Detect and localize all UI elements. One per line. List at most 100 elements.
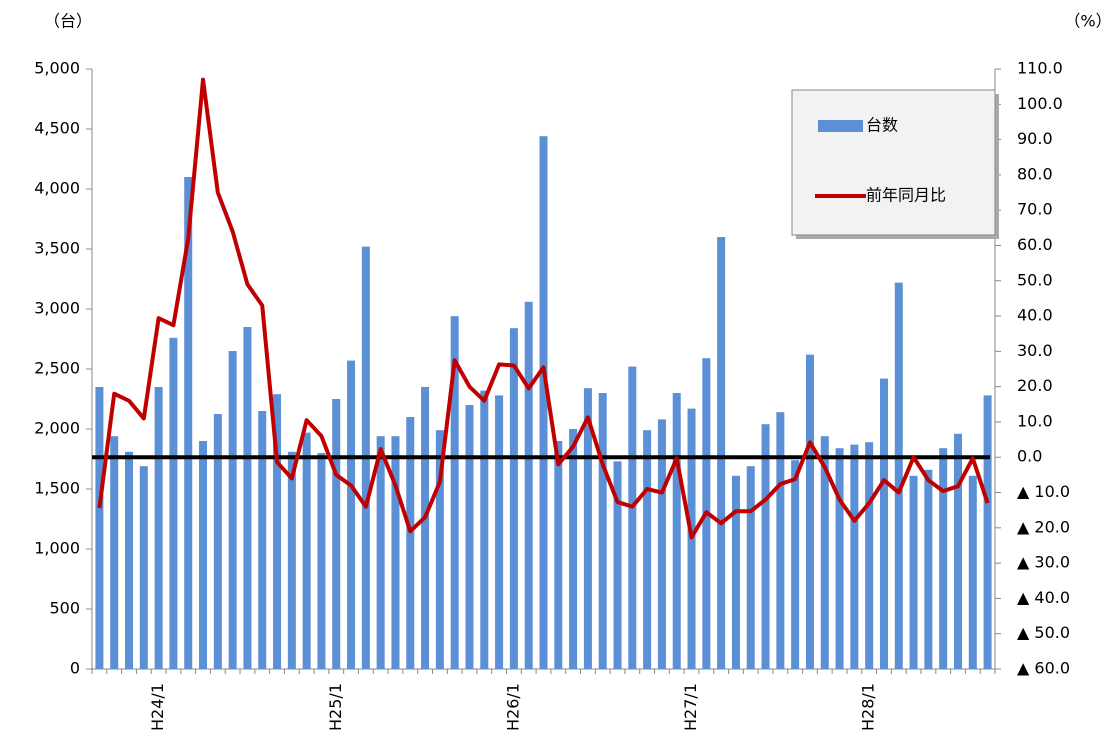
x-tick-label: H26/1 bbox=[503, 683, 522, 731]
bar bbox=[524, 301, 533, 669]
bar bbox=[110, 436, 119, 669]
bar bbox=[583, 388, 592, 669]
y-tick-label: 3,000 bbox=[34, 299, 80, 318]
y2-tick-label: 0.0 bbox=[1017, 447, 1042, 466]
bar bbox=[598, 393, 607, 669]
bar bbox=[983, 395, 992, 669]
bar bbox=[391, 436, 400, 669]
bar bbox=[643, 430, 652, 669]
bar bbox=[791, 460, 800, 669]
y2-tick-label: ▲ 60.0 bbox=[1017, 659, 1070, 678]
y-tick-label: 1,000 bbox=[34, 539, 80, 558]
y2-unit: （%） bbox=[1064, 12, 1111, 31]
y2-tick-label: 100.0 bbox=[1017, 94, 1063, 113]
bar bbox=[228, 351, 237, 669]
y-tick-label: 500 bbox=[49, 599, 80, 618]
y2-tick-label: 60.0 bbox=[1017, 235, 1053, 254]
bar bbox=[835, 448, 844, 669]
y2-tick-label: 20.0 bbox=[1017, 376, 1053, 395]
bar bbox=[776, 412, 785, 669]
y2-tick-label: 30.0 bbox=[1017, 341, 1053, 360]
y-tick-label: 1,500 bbox=[34, 479, 80, 498]
bar bbox=[865, 442, 874, 669]
bar bbox=[213, 414, 222, 669]
y2-tick-label: 70.0 bbox=[1017, 200, 1053, 219]
bar bbox=[184, 177, 193, 669]
bar bbox=[717, 237, 726, 669]
bar bbox=[302, 432, 311, 669]
y2-tick-label: 10.0 bbox=[1017, 411, 1053, 430]
x-tick-label: H25/1 bbox=[326, 683, 345, 731]
bar bbox=[169, 337, 178, 669]
y2-tick-label: 110.0 bbox=[1017, 59, 1063, 78]
bar bbox=[125, 451, 134, 669]
bar bbox=[258, 411, 267, 669]
bar bbox=[569, 429, 578, 669]
bar bbox=[613, 461, 622, 669]
bar bbox=[332, 399, 341, 669]
bar bbox=[435, 430, 444, 669]
bar bbox=[820, 436, 829, 669]
y-tick-label: 3,500 bbox=[34, 239, 80, 258]
x-tick-label: H28/1 bbox=[859, 683, 878, 731]
y2-tick-label: 50.0 bbox=[1017, 270, 1053, 289]
bar bbox=[199, 441, 208, 669]
y-tick-label: 2,000 bbox=[34, 419, 80, 438]
bar bbox=[406, 417, 415, 669]
bar bbox=[509, 328, 518, 669]
bar bbox=[731, 475, 740, 669]
bar bbox=[465, 405, 474, 669]
bar bbox=[672, 393, 681, 669]
bar bbox=[939, 448, 948, 669]
bar bbox=[421, 387, 430, 669]
bar bbox=[139, 466, 148, 669]
y-tick-label: 0 bbox=[70, 659, 80, 678]
x-tick-label: H24/1 bbox=[148, 683, 167, 731]
bar bbox=[317, 453, 326, 669]
bar bbox=[243, 327, 252, 669]
y2-tick-label: ▲ 40.0 bbox=[1017, 588, 1070, 607]
y-tick-label: 4,000 bbox=[34, 179, 80, 198]
y-tick-label: 2,500 bbox=[34, 359, 80, 378]
bar bbox=[480, 390, 489, 669]
bar bbox=[909, 475, 918, 669]
y2-tick-label: ▲ 50.0 bbox=[1017, 623, 1070, 642]
y-tick-label: 5,000 bbox=[34, 59, 80, 78]
bar bbox=[746, 466, 755, 669]
bar bbox=[968, 475, 977, 669]
bar bbox=[894, 282, 903, 669]
bar bbox=[376, 436, 385, 669]
y-tick-label: 4,500 bbox=[34, 119, 80, 138]
bar bbox=[273, 394, 282, 669]
bar bbox=[287, 451, 296, 669]
bar bbox=[628, 366, 637, 669]
bar bbox=[495, 395, 504, 669]
y-unit: （台） bbox=[44, 12, 92, 31]
legend-label: 前年同月比 bbox=[866, 186, 946, 205]
bar bbox=[657, 419, 666, 669]
bar bbox=[761, 424, 770, 669]
bar bbox=[539, 136, 548, 669]
x-tick-label: H27/1 bbox=[681, 683, 700, 731]
bar bbox=[850, 444, 859, 669]
bar bbox=[953, 433, 962, 669]
bar bbox=[450, 316, 459, 669]
bar bbox=[347, 360, 356, 669]
bar bbox=[554, 441, 563, 669]
y2-tick-label: ▲ 30.0 bbox=[1017, 553, 1070, 572]
legend-swatch bbox=[818, 120, 863, 132]
bar bbox=[924, 469, 933, 669]
legend-label: 台数 bbox=[866, 116, 898, 135]
y2-tick-label: 80.0 bbox=[1017, 164, 1053, 183]
y2-tick-label: 90.0 bbox=[1017, 129, 1053, 148]
y2-tick-label: 40.0 bbox=[1017, 306, 1053, 325]
bar bbox=[805, 354, 814, 669]
bar bbox=[879, 378, 888, 669]
y2-tick-label: ▲ 10.0 bbox=[1017, 482, 1070, 501]
legend bbox=[791, 89, 996, 236]
y2-tick-label: ▲ 20.0 bbox=[1017, 517, 1070, 536]
bar bbox=[154, 387, 163, 669]
line bbox=[97, 77, 990, 540]
bar bbox=[95, 387, 104, 669]
